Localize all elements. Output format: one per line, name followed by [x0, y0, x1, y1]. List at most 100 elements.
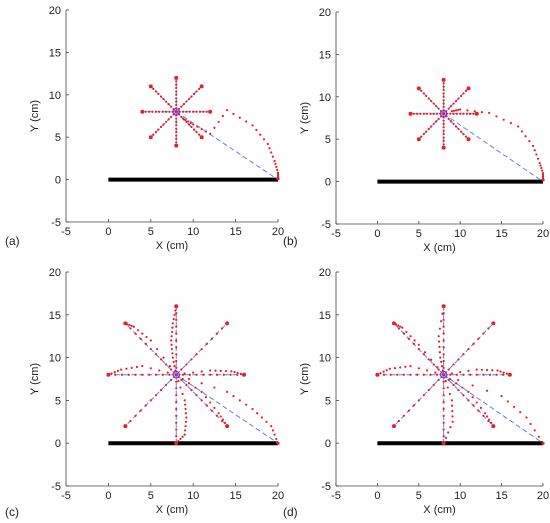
trajectory-point	[175, 127, 178, 130]
curve-point	[437, 340, 441, 343]
trajectory-point	[175, 421, 178, 424]
trajectory-point	[175, 137, 178, 140]
curve-point	[271, 429, 275, 432]
trajectory-point	[185, 383, 188, 387]
trajectory-point	[435, 120, 438, 123]
curve-point	[141, 365, 144, 368]
trajectory-point	[482, 373, 485, 376]
trajectory-point	[149, 399, 152, 402]
trajectory-point	[455, 112, 458, 115]
panel-label: (b)	[283, 234, 298, 248]
curve-point	[505, 372, 508, 375]
curve-point	[451, 410, 454, 413]
trajectory-point	[442, 359, 445, 363]
reach-endpoint	[391, 424, 396, 429]
curve-point	[245, 403, 248, 406]
curve-point	[506, 400, 509, 403]
trajectory-point	[175, 93, 178, 96]
trajectory-point	[152, 87, 155, 90]
curve-point	[187, 377, 191, 381]
trajectory-point	[190, 358, 193, 361]
x-tick-label: 20	[537, 490, 549, 502]
y-tick-label: 10	[319, 353, 331, 365]
trajectory-point	[195, 394, 198, 397]
trajectory-point	[175, 380, 178, 383]
trajectory-point	[167, 118, 170, 121]
trajectory-point	[175, 339, 178, 342]
trajectory-point	[442, 126, 445, 129]
x-tick-label: 10	[187, 226, 199, 238]
curve-point	[483, 412, 487, 415]
curve-point	[251, 407, 254, 411]
curve-point	[179, 386, 182, 389]
trajectory-point	[462, 92, 465, 95]
trajectory-point	[202, 373, 205, 376]
trajectory-point	[187, 97, 191, 101]
reach-endpoint	[416, 86, 421, 91]
trajectory-point	[495, 373, 498, 376]
curve-point	[219, 415, 222, 418]
curve-point	[536, 157, 540, 160]
trajectory-point	[134, 373, 137, 376]
curve-point	[442, 304, 446, 308]
target-line	[175, 111, 279, 181]
x-tick-label: 15	[495, 490, 507, 502]
curve-point	[224, 369, 228, 373]
trajectory-point	[464, 89, 468, 92]
trajectory-point	[416, 112, 419, 115]
curve-point	[444, 380, 447, 383]
curve-point	[466, 109, 469, 112]
curve-point	[440, 365, 444, 368]
curve-point	[525, 416, 528, 419]
curve-point	[236, 371, 239, 375]
trajectory-point	[449, 373, 452, 376]
target-line	[443, 113, 544, 183]
curve-point	[444, 436, 448, 439]
reach-endpoint	[466, 137, 471, 142]
center-point	[442, 112, 446, 116]
trajectory-point	[407, 337, 410, 340]
trajectory-point	[134, 414, 137, 417]
curve-point	[446, 386, 449, 389]
trajectory-point	[148, 110, 151, 113]
trajectory-point	[442, 421, 445, 424]
trajectory-point	[432, 363, 435, 366]
reach-endpoint	[474, 111, 479, 116]
trajectory-point	[397, 327, 401, 330]
curve-point	[541, 169, 544, 172]
trajectory-point	[462, 394, 465, 397]
trajectory-point	[175, 407, 178, 411]
curve-point	[187, 120, 190, 123]
trajectory-point	[429, 373, 432, 376]
curve-point	[447, 431, 450, 434]
trajectory-point	[210, 337, 213, 340]
trajectory-point	[188, 373, 191, 376]
trajectory-point	[129, 419, 132, 423]
trajectory-point	[382, 373, 386, 376]
curve-point	[145, 335, 148, 339]
trajectory-point	[209, 373, 212, 376]
curve-point	[158, 369, 161, 372]
trajectory-point	[162, 123, 165, 126]
reach-endpoint	[148, 135, 153, 140]
trajectory-point	[141, 373, 144, 376]
curve-point	[441, 312, 444, 315]
trajectory-point	[435, 112, 439, 115]
target-line	[175, 374, 279, 444]
center-marker	[172, 370, 181, 379]
trajectory-point	[175, 318, 178, 322]
trajectory-point	[175, 387, 178, 390]
trajectory-point	[425, 112, 429, 115]
curve-point	[273, 159, 276, 163]
y-tick-label: 5	[325, 134, 331, 146]
curve-point	[490, 421, 493, 424]
trajectory-point	[175, 134, 178, 137]
trajectory-point	[432, 102, 435, 105]
trajectory-point	[442, 105, 445, 109]
trajectory-point	[412, 342, 415, 346]
trajectory-point	[397, 419, 401, 423]
reach-endpoint	[491, 321, 496, 326]
curve-point	[200, 370, 203, 373]
trajectory-point	[442, 332, 445, 335]
trajectory-point	[422, 92, 425, 95]
